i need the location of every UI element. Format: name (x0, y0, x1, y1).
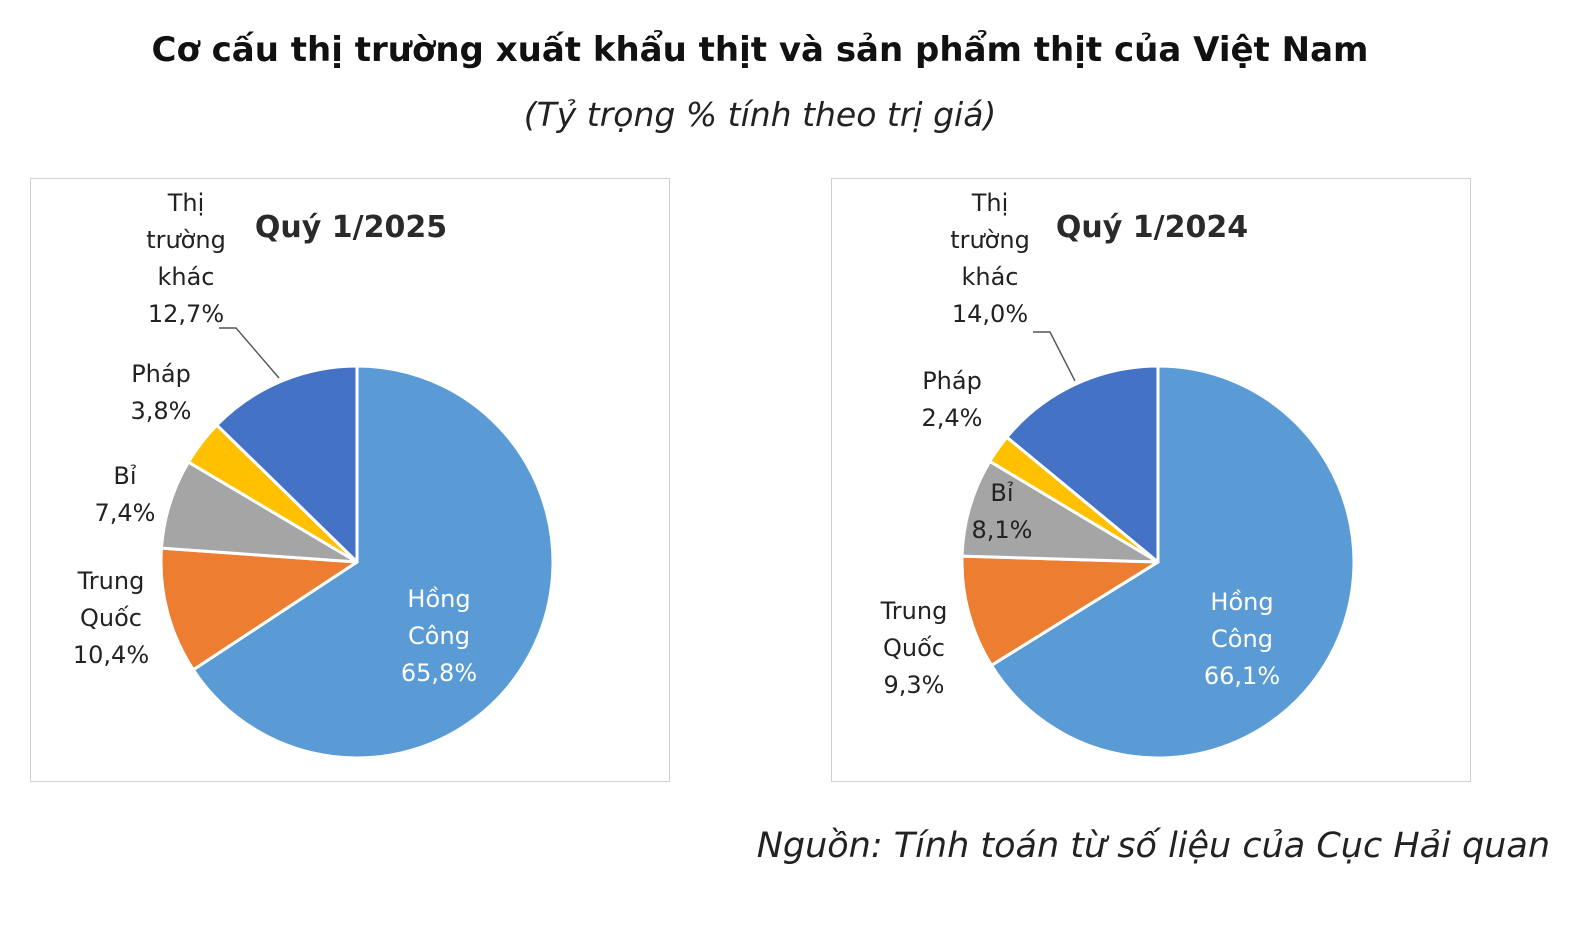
pie-chart-q1-2025: Quý 1/2025 Hồng Công 65,8% Trung Quốc 10,4% Bỉ 7… (73, 189, 555, 760)
slice-label-4: Thị trường khác 14,0% (950, 189, 1030, 328)
slice-label-2: Bỉ 7,4% (95, 462, 156, 527)
slice-label-4: Thị trường khác 12,7% (146, 189, 226, 328)
slice-label-0: Hồng Công 66,1% (1204, 588, 1280, 690)
leader-line (219, 327, 280, 379)
slice-label-1: Trung Quốc 9,3% (880, 597, 948, 699)
pie-slice-0 (989, 364, 1356, 760)
pie-slice-4 (215, 364, 359, 564)
chart-subtitle: (Tỷ trọng % tính theo trị giá) (523, 95, 997, 134)
slice-label-3: Pháp 2,4% (922, 367, 983, 432)
pie-slice-2 (960, 459, 1160, 564)
pie-panel-q1-2025: Quý 1/2025 Hồng Công 65,8% Trung Quốc 10,4% Bỉ 7… (30, 178, 670, 782)
leader-line (1033, 331, 1076, 382)
slice-label-3: Pháp 3,8% (131, 360, 192, 425)
chart-title: Cơ cấu thị trường xuất khẩu thịt và sản … (151, 30, 1369, 70)
pie-chart-q1-2024: Quý 1/2024 Hồng Công 66,1% Trung Quốc 9,3% Bỉ 8,… (880, 189, 1356, 760)
pie-slice-0 (191, 364, 555, 760)
pie-slice-1 (960, 554, 1160, 667)
pie-slice-4 (1005, 364, 1160, 564)
slice-label-2: Bỉ 8,1% (972, 479, 1033, 544)
pie-panel-q1-2024: Quý 1/2024 Hồng Công 66,1% Trung Quốc 9,3% Bỉ 8,… (831, 178, 1471, 782)
pie-title: Quý 1/2025 (255, 210, 447, 245)
pie-slice-1 (159, 546, 359, 672)
slice-label-0: Hồng Công 65,8% (401, 585, 477, 687)
slice-label-1: Trung Quốc 10,4% (73, 567, 149, 669)
source-note: Nguồn: Tính toán từ số liệu của Cục Hải … (756, 826, 1550, 866)
pie-title: Quý 1/2024 (1056, 210, 1248, 245)
